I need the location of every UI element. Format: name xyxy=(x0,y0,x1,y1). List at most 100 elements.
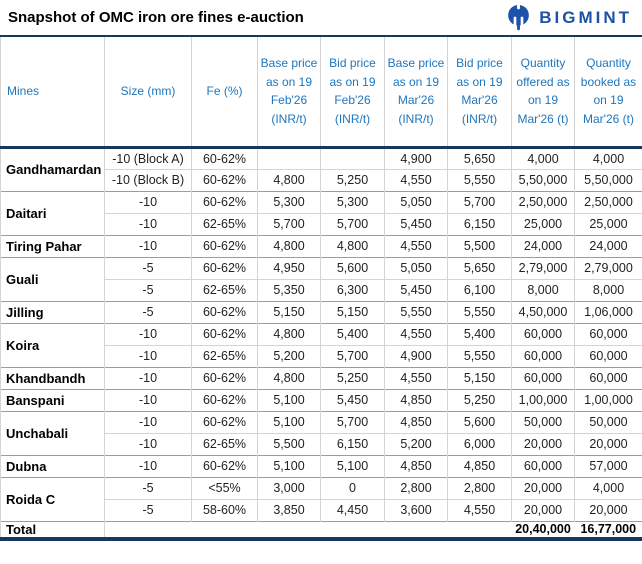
table-row: -10 62-65% 5,500 6,150 5,200 6,000 20,000 20,00… xyxy=(1,432,642,455)
cell-bid_mar: 6,150 xyxy=(447,212,512,235)
cell-qty_offered: 4,000 xyxy=(511,146,575,169)
cell-bid_mar: 6,000 xyxy=(447,432,512,455)
cell-base_mar: 5,050 xyxy=(384,256,448,279)
cell-fe: 62-65% xyxy=(191,344,258,367)
table-row: Dubna -10 60-62% 5,100 5,100 4,850 4,850 60,000… xyxy=(0,454,642,477)
table-row: -10 (Block B) 60-62% 4,800 5,250 4,550 5,550 5… xyxy=(1,168,642,191)
cell-qty_offered: 20,000 xyxy=(511,476,575,499)
cell-qty_booked: 20,000 xyxy=(574,498,642,521)
table-row: Gandhamardan -10 (Block A) 60-62% 4,900 5,65… xyxy=(0,146,642,191)
cell-bid_feb: 5,150 xyxy=(320,300,385,323)
cell-base_feb: 5,300 xyxy=(257,190,321,213)
cell-bid_mar: 2,800 xyxy=(447,476,512,499)
total-spacer xyxy=(104,520,512,539)
header-row: Mines Size (mm) Fe (%) Base price as on 19 … xyxy=(0,37,642,149)
cell-base_feb: 5,350 xyxy=(257,278,321,301)
cell-bid_feb: 4,450 xyxy=(320,498,385,521)
cell-qty_booked: 50,000 xyxy=(574,410,642,433)
column-header: Bid price as on 19 Mar'26 (INR/t) xyxy=(447,37,512,149)
cell-size: -5 xyxy=(104,278,192,301)
cell-base_mar: 4,850 xyxy=(384,410,448,433)
cell-fe: 60-62% xyxy=(191,146,258,169)
column-header: Base price as on 19 Mar'26 (INR/t) xyxy=(384,37,448,149)
mine-name: Khandbandh xyxy=(0,366,105,389)
cell-base_mar: 5,550 xyxy=(384,300,448,323)
cell-qty_booked: 1,00,000 xyxy=(574,388,642,411)
table-row: -10 62-65% 5,200 5,700 4,900 5,550 60,000 60,00… xyxy=(1,344,642,367)
column-header: Bid price as on 19 Feb'26 (INR/t) xyxy=(320,37,385,149)
mine-name: Dubna xyxy=(0,454,105,477)
cell-base_feb: 4,800 xyxy=(257,366,321,389)
cell-bid_feb: 5,700 xyxy=(320,410,385,433)
cell-bid_feb: 6,300 xyxy=(320,278,385,301)
cell-qty_offered: 4,50,000 xyxy=(511,300,575,323)
cell-bid_mar: 5,550 xyxy=(447,300,512,323)
cell-base_mar: 4,850 xyxy=(384,454,448,477)
table-row: -5 58-60% 3,850 4,450 3,600 4,550 20,000 20,000 xyxy=(1,498,642,521)
cell-base_mar: 4,550 xyxy=(384,234,448,257)
cell-base_mar: 4,850 xyxy=(384,388,448,411)
cell-bid_feb xyxy=(320,146,385,169)
table-row: Roida C -5 <55% 3,000 0 2,800 2,800 20,000 4,000 xyxy=(0,476,642,521)
cell-qty_offered: 8,000 xyxy=(511,278,575,301)
cell-qty_offered: 20,000 xyxy=(511,498,575,521)
cell-qty_offered: 60,000 xyxy=(511,344,575,367)
mine-name: Tiring Pahar xyxy=(0,234,105,257)
cell-bid_mar: 6,100 xyxy=(447,278,512,301)
cell-size: -5 xyxy=(104,256,192,279)
cell-bid_feb: 5,700 xyxy=(320,212,385,235)
cell-fe: 60-62% xyxy=(191,300,258,323)
cell-qty_booked: 4,000 xyxy=(574,476,642,499)
table-row: Guali -5 60-62% 4,950 5,600 5,050 5,650 2,79,00… xyxy=(0,256,642,301)
cell-qty_booked: 60,000 xyxy=(574,322,642,345)
table-row: Tiring Pahar -10 60-62% 4,800 4,800 4,550 5,50… xyxy=(0,234,642,257)
cell-size: -10 xyxy=(104,366,192,389)
table-row: Banspani -10 60-62% 5,100 5,450 4,850 5,250 1,0… xyxy=(0,388,642,411)
cell-qty_booked: 8,000 xyxy=(574,278,642,301)
cell-size: -10 xyxy=(104,234,192,257)
cell-size: -5 xyxy=(104,476,192,499)
table-row: -10 62-65% 5,700 5,700 5,450 6,150 25,000 25,00… xyxy=(1,212,642,235)
cell-base_feb: 4,800 xyxy=(257,234,321,257)
cell-size: -10 xyxy=(104,212,192,235)
cell-base_feb: 5,100 xyxy=(257,388,321,411)
cell-bid_feb: 6,150 xyxy=(320,432,385,455)
cell-base_mar: 4,900 xyxy=(384,344,448,367)
table-row: Koira -10 60-62% 4,800 5,400 4,550 5,400 60,000… xyxy=(0,322,642,367)
bigmint-miner-icon xyxy=(505,3,532,32)
cell-base_mar: 5,450 xyxy=(384,212,448,235)
cell-size: -5 xyxy=(104,300,192,323)
cell-fe: 60-62% xyxy=(191,168,258,191)
mine-name: Koira xyxy=(0,322,105,367)
cell-qty_booked: 4,000 xyxy=(574,146,642,169)
title-bar: Snapshot of OMC iron ore fines e-auction… xyxy=(0,0,642,37)
cell-fe: 60-62% xyxy=(191,388,258,411)
cell-bid_feb: 5,100 xyxy=(320,454,385,477)
cell-fe: 60-62% xyxy=(191,190,258,213)
cell-qty_booked: 24,000 xyxy=(574,234,642,257)
cell-bid_feb: 5,250 xyxy=(320,366,385,389)
column-header: Base price as on 19 Feb'26 (INR/t) xyxy=(257,37,321,149)
cell-qty_booked: 20,000 xyxy=(574,432,642,455)
cell-base_mar: 4,550 xyxy=(384,168,448,191)
cell-bid_feb: 5,250 xyxy=(320,168,385,191)
table-row: Khandbandh -10 60-62% 4,800 5,250 4,550 5,150 6… xyxy=(0,366,642,389)
brand-name: BIGMINT xyxy=(539,7,632,27)
cell-base_feb: 3,850 xyxy=(257,498,321,521)
cell-bid_mar: 5,600 xyxy=(447,410,512,433)
cell-size: -10 xyxy=(104,454,192,477)
cell-fe: 62-65% xyxy=(191,212,258,235)
cell-fe: 58-60% xyxy=(191,498,258,521)
cell-qty_offered: 2,79,000 xyxy=(511,256,575,279)
cell-bid_mar: 5,400 xyxy=(447,322,512,345)
cell-base_feb: 5,100 xyxy=(257,454,321,477)
cell-fe: 60-62% xyxy=(191,454,258,477)
cell-bid_feb: 5,450 xyxy=(320,388,385,411)
cell-qty_offered: 24,000 xyxy=(511,234,575,257)
cell-fe: 60-62% xyxy=(191,366,258,389)
cell-bid_mar: 5,500 xyxy=(447,234,512,257)
cell-qty_offered: 50,000 xyxy=(511,410,575,433)
cell-bid_mar: 4,850 xyxy=(447,454,512,477)
cell-base_feb: 5,150 xyxy=(257,300,321,323)
mine-name: Gandhamardan xyxy=(0,146,105,191)
